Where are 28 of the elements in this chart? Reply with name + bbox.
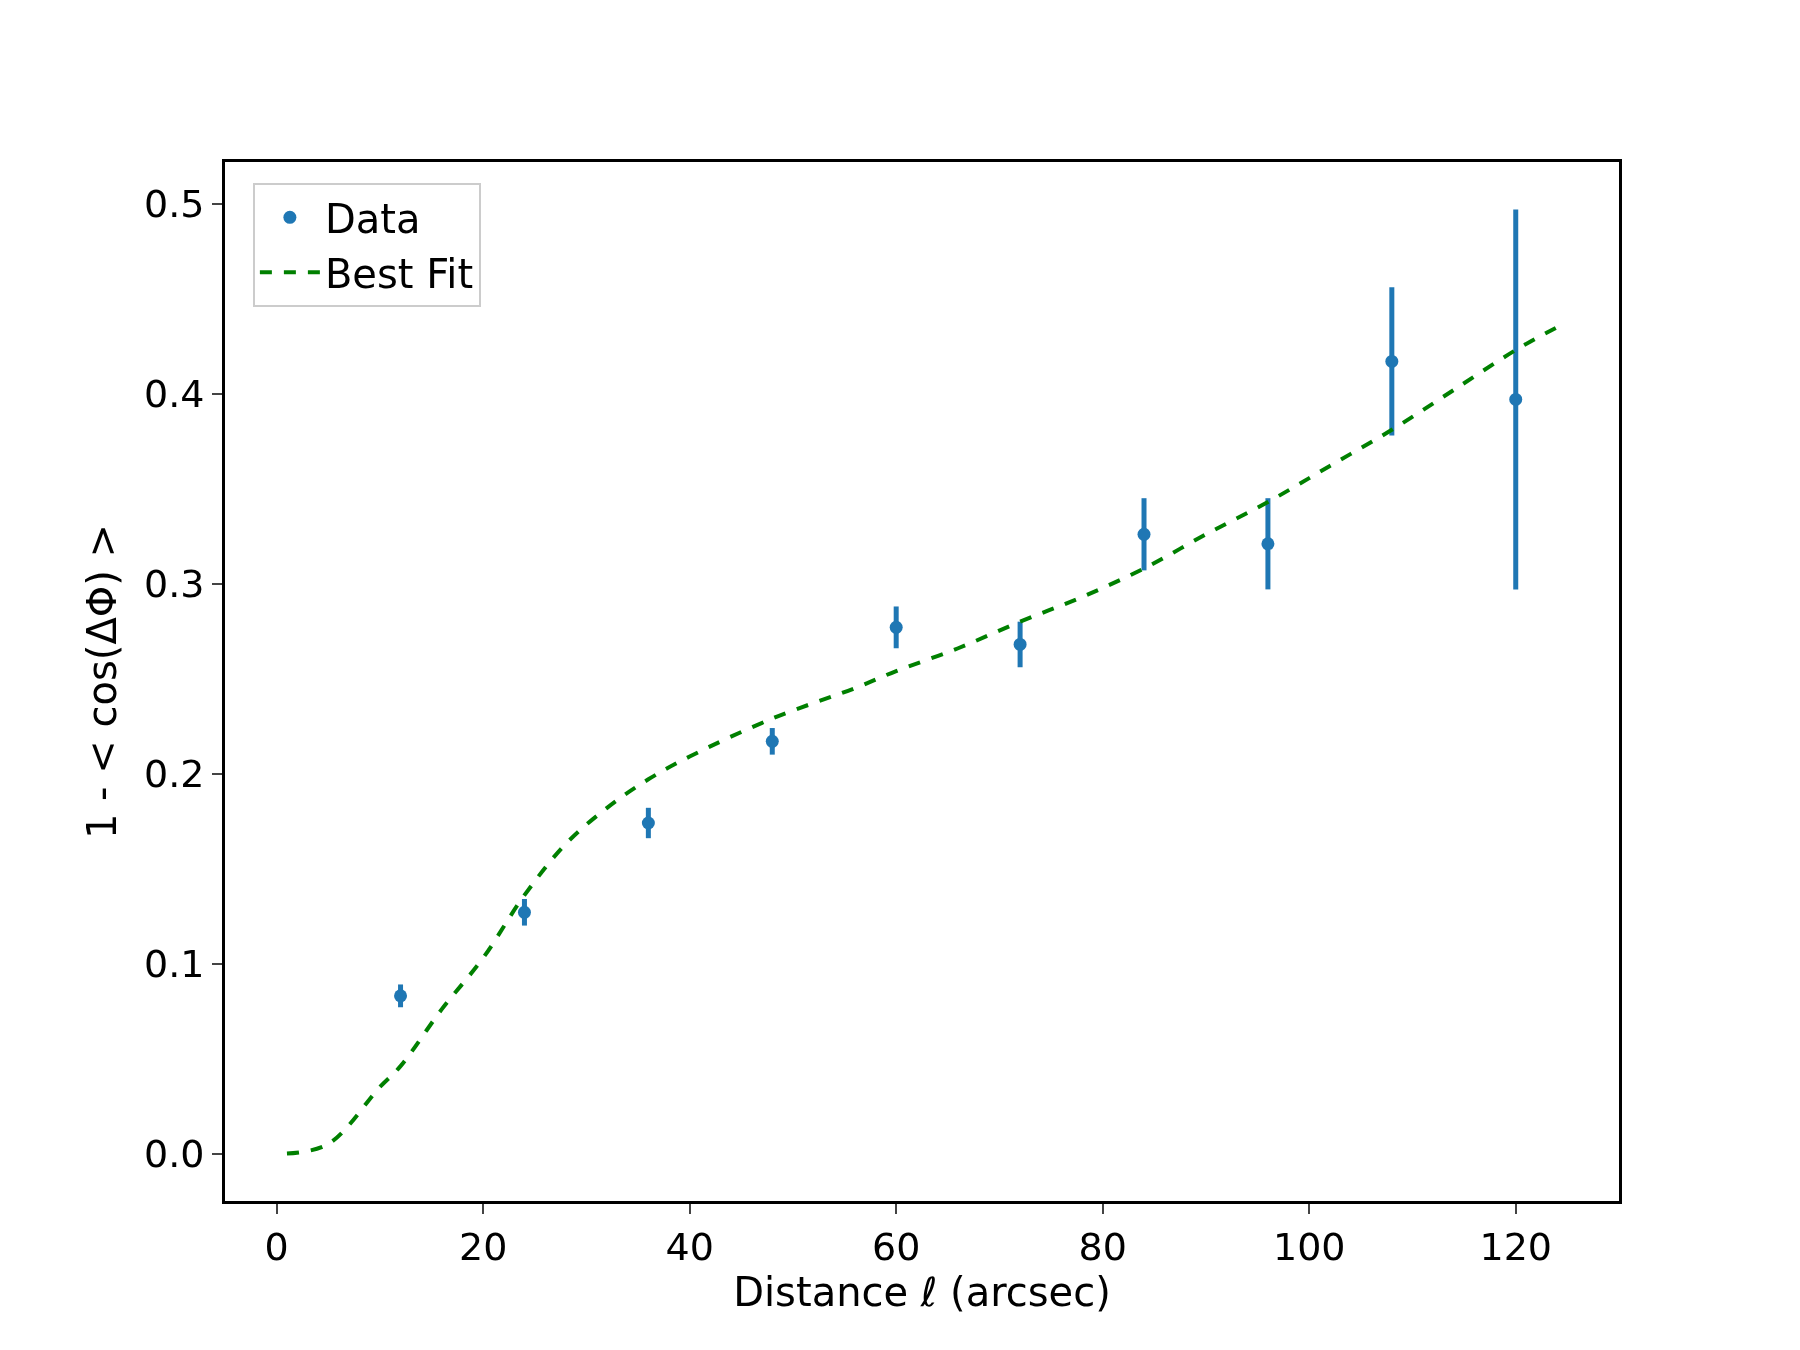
- x-tick-label: 40: [665, 1224, 714, 1269]
- y-tick-label: 0.4: [143, 372, 205, 417]
- line-series: [284, 325, 1560, 1156]
- point: [889, 620, 903, 634]
- point: [1385, 354, 1399, 368]
- x-axis-title: Distance ℓ (arcsec): [733, 1268, 1111, 1315]
- point: [641, 816, 655, 830]
- point: [1261, 537, 1275, 551]
- y-tick-label: 0.0: [143, 1131, 205, 1176]
- point: [394, 989, 408, 1003]
- y-tick-label: 0.1: [143, 941, 205, 986]
- point: [517, 905, 531, 919]
- x-tick-label: 0: [264, 1224, 289, 1269]
- y-tick-label: 0.2: [143, 751, 205, 796]
- point: [1137, 527, 1151, 541]
- legend-label: Data: [324, 195, 421, 242]
- x-tick-label: 80: [1078, 1224, 1127, 1269]
- x-tick-label: 60: [872, 1224, 921, 1269]
- y-tick-label: 0.5: [143, 182, 205, 227]
- y-tick-label: 0.3: [143, 561, 205, 606]
- x-tick-label: 120: [1479, 1224, 1553, 1269]
- y-axis-title: 1 - < cos(ΔΦ) >: [79, 523, 126, 840]
- legend-label: Best Fit: [324, 250, 474, 297]
- point: [1509, 392, 1523, 406]
- x-tick-label: 20: [458, 1224, 508, 1269]
- point: [765, 734, 779, 748]
- x-tick-label: 100: [1272, 1224, 1346, 1269]
- point: [1013, 637, 1027, 651]
